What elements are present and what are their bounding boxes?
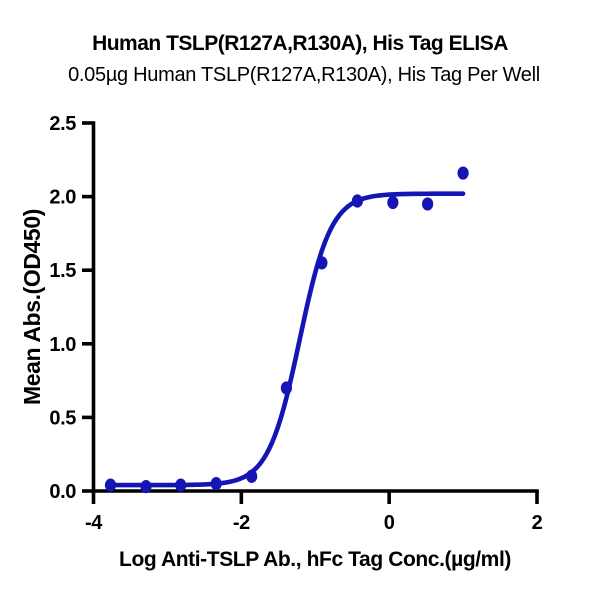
- chart-subtitle: 0.05µg Human TSLP(R127A,R130A), His Tag …: [68, 64, 540, 86]
- y-tick-label: 2.0: [49, 187, 76, 209]
- ticks-group: 0.0 0.5 1.0 1.5 2.0 2.5 -4 -2 0 2: [49, 113, 543, 534]
- x-axis-title: Log Anti-TSLP Ab., hFc Tag Conc.(µg/ml): [119, 548, 511, 571]
- fit-curve: [108, 191, 466, 488]
- data-point: [351, 194, 363, 208]
- y-tick-label: 1.0: [49, 334, 76, 356]
- data-point: [175, 478, 187, 492]
- y-tick-label: 1.5: [49, 260, 76, 282]
- data-point: [246, 469, 258, 483]
- data-point: [280, 381, 293, 395]
- x-tick-label: 2: [532, 512, 543, 534]
- axes-group: [91, 121, 539, 493]
- chart-title: Human TSLP(R127A,R130A), His Tag ELISA: [92, 32, 508, 55]
- data-point: [104, 478, 117, 492]
- y-tick-label: 0.5: [49, 407, 76, 429]
- y-tick-label: 0.0: [49, 481, 76, 503]
- data-point: [140, 479, 152, 494]
- data-point: [457, 166, 469, 180]
- data-point: [387, 195, 399, 210]
- data-point: [210, 477, 222, 491]
- plot-area: [104, 166, 469, 494]
- y-axis-title: Mean Abs.(OD450): [19, 209, 45, 405]
- x-tick-label: -2: [233, 512, 250, 534]
- x-tick-label: -4: [85, 512, 103, 534]
- y-tick-label: 2.5: [49, 113, 76, 135]
- axis-lines: [91, 121, 539, 493]
- x-tick-label: 0: [384, 512, 395, 534]
- data-point: [422, 197, 434, 211]
- data-point: [316, 256, 328, 270]
